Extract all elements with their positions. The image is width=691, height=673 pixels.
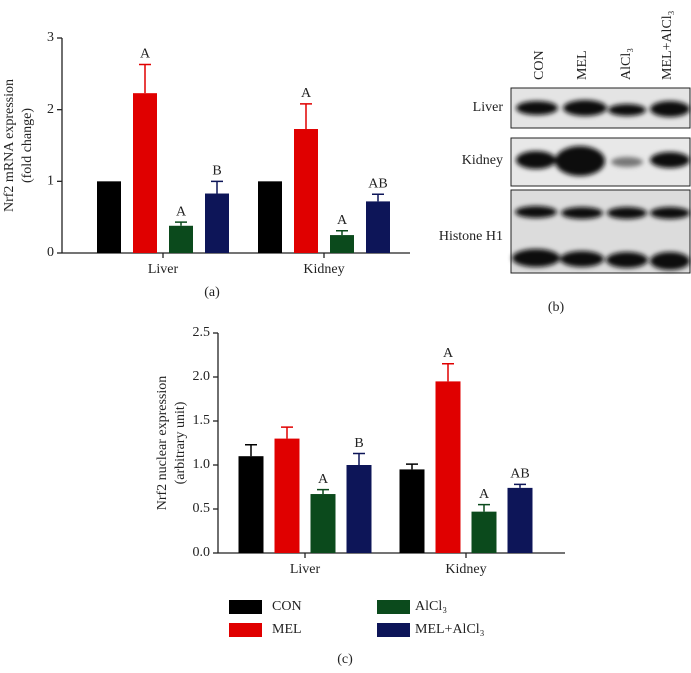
bar xyxy=(310,494,336,553)
legend-label: MEL xyxy=(272,622,302,637)
bar xyxy=(97,181,121,253)
error-bar xyxy=(336,230,348,236)
y-tick-label: 0 xyxy=(47,245,54,260)
x-tick-label: Kidney xyxy=(445,562,486,577)
error-bar xyxy=(372,193,384,202)
bands xyxy=(512,100,690,270)
significance-letter: A xyxy=(176,204,187,219)
error-bar xyxy=(442,363,454,382)
blot xyxy=(510,87,691,274)
bar xyxy=(205,193,229,253)
y-axis-label: (arbitrary unit) xyxy=(173,401,188,484)
legend-swatch xyxy=(377,623,410,637)
bar xyxy=(366,201,390,253)
legend-label: AlCl₃ xyxy=(415,599,447,614)
y-tick-label: 3 xyxy=(47,30,54,45)
legend-label: MEL+AlCl₃ xyxy=(415,622,485,637)
error-bar xyxy=(245,444,257,457)
bar xyxy=(274,438,300,553)
bar xyxy=(294,129,318,253)
significance-letter: A xyxy=(337,213,348,228)
y-axis-label: (fold change) xyxy=(20,108,35,183)
error-bar xyxy=(353,452,365,465)
bar xyxy=(399,469,425,553)
bar xyxy=(238,456,264,553)
y-tick-label: 1.5 xyxy=(193,413,211,428)
error-bar xyxy=(211,180,223,194)
y-tick-label: 2 xyxy=(47,102,54,117)
blot-row-label: Kidney xyxy=(462,153,503,168)
legend-swatch xyxy=(229,623,262,637)
y-tick-label: 0.0 xyxy=(193,545,211,560)
bar xyxy=(346,465,372,553)
bar xyxy=(507,487,533,553)
legend-swatch xyxy=(377,600,410,614)
error-bar xyxy=(175,221,187,226)
significance-letter: A xyxy=(479,487,490,502)
blot-column-label: MEL+AlCl₃ xyxy=(660,10,675,80)
y-axis-label: Nrf2 nuclear expression xyxy=(155,376,170,511)
significance-letter: B xyxy=(354,436,363,451)
blot-column-label: CON xyxy=(532,50,547,80)
caption: (a) xyxy=(204,285,220,300)
significance-letter: A xyxy=(443,346,454,361)
error-bar xyxy=(406,463,418,470)
error-bar xyxy=(478,503,490,512)
y-tick-label: 1.0 xyxy=(193,457,211,472)
error-bar xyxy=(139,63,151,94)
y-tick-label: 0.5 xyxy=(193,501,211,516)
blot-row-label: Histone H1 xyxy=(439,229,503,244)
bar xyxy=(133,93,157,253)
bar xyxy=(258,181,282,253)
blot-column-label: MEL xyxy=(575,50,590,80)
y-tick-label: 1 xyxy=(47,174,54,189)
x-tick-label: Liver xyxy=(290,562,321,577)
error-bar xyxy=(300,103,312,130)
significance-letter: A xyxy=(140,47,151,62)
significance-letter: AB xyxy=(368,176,387,191)
caption: (b) xyxy=(548,300,565,315)
legend-swatch xyxy=(229,600,262,614)
blot-row-label: Liver xyxy=(473,100,504,115)
bar xyxy=(435,381,461,553)
caption: (c) xyxy=(337,652,353,667)
significance-letter: AB xyxy=(510,467,529,482)
y-axis-label: Nrf2 mRNA expression xyxy=(2,79,17,212)
bar xyxy=(471,511,497,553)
y-tick-label: 2.0 xyxy=(193,369,211,384)
x-tick-label: Liver xyxy=(148,262,179,277)
error-bar xyxy=(281,426,293,439)
y-tick-label: 2.5 xyxy=(193,325,211,340)
significance-letter: A xyxy=(318,472,329,487)
significance-letter: A xyxy=(301,86,312,101)
bar xyxy=(169,225,193,253)
error-bar xyxy=(317,488,329,495)
blot-column-label: AlCl₃ xyxy=(619,48,634,80)
bar xyxy=(330,235,354,253)
x-tick-label: Kidney xyxy=(303,262,344,277)
legend-label: CON xyxy=(272,599,302,614)
significance-letter: B xyxy=(212,164,221,179)
error-bar xyxy=(514,483,526,488)
